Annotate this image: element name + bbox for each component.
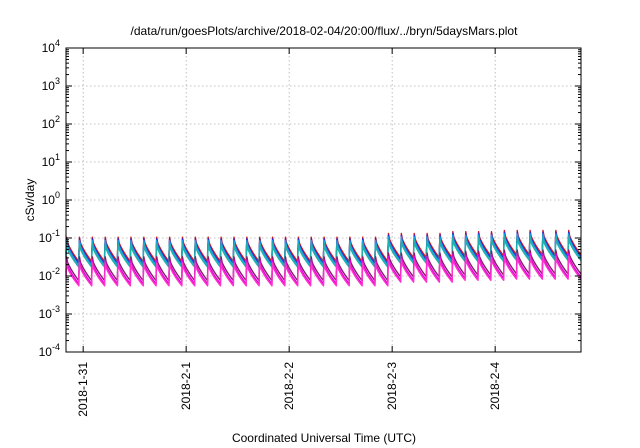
- y-tick-label: 10-1: [39, 228, 60, 245]
- grid: [66, 48, 581, 352]
- y-tick-label: 102: [42, 114, 60, 131]
- y-tick-label: 103: [42, 76, 60, 93]
- y-tick-label: 104: [42, 38, 60, 55]
- y-axis-label: cSv/day: [23, 179, 37, 222]
- y-tick-label: 101: [42, 152, 60, 169]
- x-axis: 2018-1-31 2018-2-1 2018-2-2 2018-2-3 2018-2-…: [76, 48, 502, 417]
- x-axis-label: Coordinated Universal Time (UTC): [232, 431, 416, 445]
- series-line-7: [65, 255, 582, 287]
- x-tick-label: 2018-2-1: [179, 362, 193, 410]
- y-tick-label: 10-2: [39, 266, 60, 283]
- y-tick-label: 10-3: [39, 304, 60, 321]
- x-tick-label: 2018-2-2: [282, 362, 296, 410]
- y-tick-label: 10-4: [39, 342, 60, 359]
- x-tick-label: 2018-2-3: [385, 362, 399, 410]
- y-axis: 10-4 10-3 10-2 10-1 100 101 102 103 104: [39, 38, 581, 359]
- y-tick-label: 100: [42, 190, 60, 207]
- series-group: [65, 229, 582, 287]
- x-tick-label: 2018-2-4: [488, 362, 502, 410]
- chart-title: /data/run/goesPlots/archive/2018-02-04/2…: [131, 24, 519, 38]
- x-tick-label: 2018-1-31: [76, 362, 90, 417]
